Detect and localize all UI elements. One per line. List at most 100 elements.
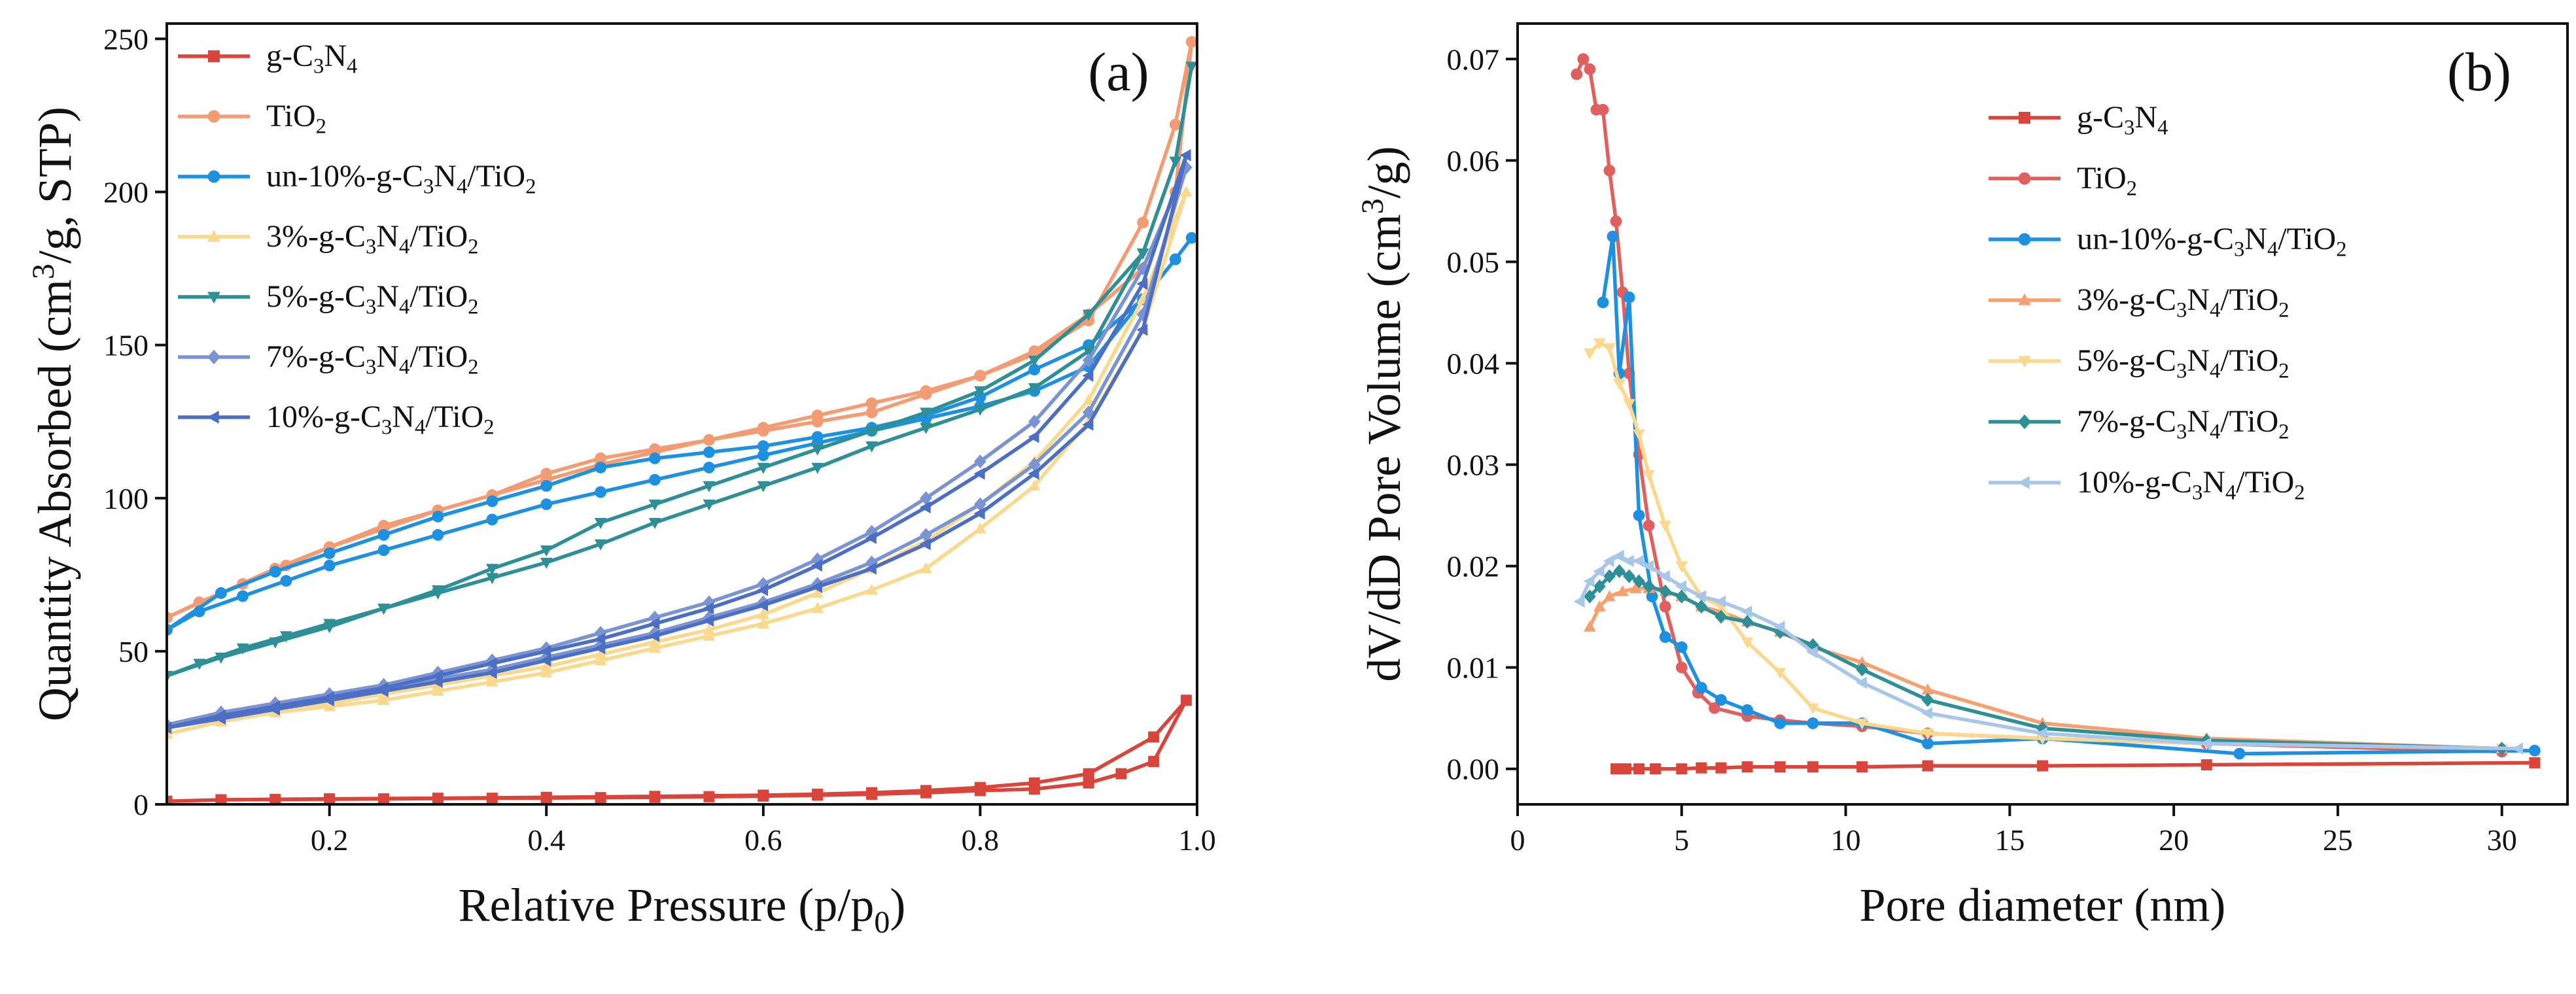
panel-label: (a) — [1088, 42, 1149, 103]
data-point-2-5 — [1646, 591, 1658, 603]
data-point-5-6 — [1643, 579, 1655, 594]
data-point-2-21 — [1185, 231, 1197, 244]
data-point-6-4 — [1612, 549, 1624, 562]
data-point-2-22 — [1169, 253, 1181, 266]
data-point-6-8 — [594, 642, 606, 655]
data-point-0-3 — [1650, 763, 1662, 775]
x-tick-label: 0.4 — [528, 823, 566, 857]
legend-marker-4 — [2018, 356, 2031, 368]
data-point-3-11 — [757, 617, 770, 628]
legend-marker-2 — [2018, 233, 2031, 246]
data-point-3-19 — [1180, 185, 1192, 197]
x-tick-label: 0.8 — [962, 823, 1000, 857]
x-tick-label: 20 — [2159, 823, 2189, 857]
data-point-0-26 — [866, 787, 878, 798]
data-point-4-30 — [757, 462, 770, 474]
data-point-0-6 — [1715, 762, 1727, 774]
data-point-3-2 — [1603, 590, 1616, 602]
data-point-6-9 — [648, 630, 660, 642]
data-point-2-32 — [649, 452, 661, 464]
data-point-4-40 — [215, 653, 228, 664]
data-point-1-33 — [595, 452, 607, 464]
data-point-1-6 — [1610, 215, 1622, 228]
data-point-3-27 — [757, 608, 770, 619]
x-axis-label: Pore diameter (nm) — [1860, 879, 2226, 931]
data-point-2-38 — [323, 547, 336, 559]
x-tick-label: 30 — [2487, 823, 2517, 857]
legend-marker-0 — [2019, 112, 2030, 124]
data-point-3-9 — [648, 642, 661, 653]
data-point-4-18 — [1082, 346, 1095, 358]
data-point-4-21 — [1185, 61, 1197, 73]
data-point-6-12 — [810, 581, 822, 593]
data-point-1-29 — [811, 415, 824, 428]
data-point-0-32 — [324, 793, 336, 804]
data-point-0-8 — [1774, 761, 1786, 773]
legend: g-C3N4 TiO2 un-10%-g-C3N4/TiO2 3%-g-C3N4/Ti… — [1989, 100, 2347, 505]
data-point-4-29 — [811, 444, 824, 456]
data-point-6-36 — [269, 700, 281, 713]
data-point-6-26 — [810, 559, 822, 572]
data-point-2-6 — [1659, 631, 1671, 643]
data-point-6-15 — [1855, 676, 1867, 689]
data-point-4-14 — [1856, 718, 1868, 730]
data-point-4-3 — [1613, 379, 1626, 390]
data-point-6-11 — [1714, 595, 1726, 608]
data-point-2-7 — [486, 513, 498, 526]
data-point-3-4 — [377, 694, 390, 706]
data-point-0-33 — [215, 794, 227, 804]
data-point-2-1 — [1607, 230, 1619, 243]
data-point-2-12 — [1807, 717, 1819, 729]
data-point-4-38 — [323, 622, 336, 634]
legend-label-6: 10%-g-C3N4/TiO2 — [266, 400, 495, 439]
data-point-5-2 — [1603, 569, 1616, 583]
data-point-0-4 — [378, 793, 390, 804]
data-point-2-5 — [377, 544, 390, 557]
data-point-6-21 — [1082, 369, 1094, 382]
data-point-0-14 — [2529, 757, 2541, 768]
series-line-2 — [167, 236, 1194, 632]
data-point-2-37 — [377, 529, 390, 541]
data-point-5-26 — [811, 552, 824, 567]
data-point-2-8 — [540, 498, 553, 511]
data-point-1-14 — [1709, 702, 1720, 714]
y-tick-label: 250 — [103, 22, 148, 56]
data-point-3-31 — [540, 660, 553, 672]
data-point-4-34 — [540, 545, 553, 557]
data-point-6-5 — [1622, 555, 1634, 568]
data-point-6-34 — [377, 681, 389, 694]
data-point-4-2 — [1603, 343, 1616, 354]
data-point-5-14 — [1856, 662, 1868, 677]
data-point-5-16 — [1028, 457, 1041, 471]
legend-label-0: g-C3N4 — [2077, 100, 2168, 140]
data-point-6-7 — [1642, 560, 1654, 572]
x-tick-label: 0.2 — [311, 823, 349, 857]
legend-label-3: 3%-g-C3N4/TiO2 — [2077, 283, 2289, 322]
data-point-4-7 — [1659, 521, 1672, 532]
data-point-2-34 — [540, 480, 553, 492]
x-tick-label: 10 — [1831, 823, 1861, 857]
data-point-5-15 — [1921, 693, 1934, 707]
data-point-3-10 — [703, 629, 716, 641]
data-point-4-36 — [432, 585, 444, 597]
data-point-3-1 — [1593, 600, 1606, 611]
data-point-1-31 — [703, 434, 715, 446]
data-point-5-14 — [920, 528, 932, 542]
data-point-4-11 — [703, 499, 716, 511]
y-axis-label: Quantity Absorbed (cm3/g, STP) — [26, 107, 81, 721]
y-tick-label: 200 — [103, 176, 148, 209]
data-point-2-31 — [703, 446, 715, 458]
data-point-6-20 — [1136, 277, 1148, 290]
data-point-6-32 — [485, 657, 497, 670]
data-point-0-29 — [649, 791, 661, 802]
legend-marker-3 — [2018, 293, 2031, 305]
data-point-5-5 — [1633, 574, 1645, 589]
data-point-2-9 — [1715, 694, 1727, 706]
data-point-0-20 — [1180, 694, 1192, 706]
data-point-0-6 — [486, 793, 498, 804]
legend-marker-4 — [207, 292, 220, 304]
data-point-4-8 — [540, 557, 553, 569]
data-point-6-15 — [973, 507, 985, 520]
data-point-5-0 — [1583, 589, 1596, 604]
y-tick-label: 150 — [103, 329, 148, 362]
